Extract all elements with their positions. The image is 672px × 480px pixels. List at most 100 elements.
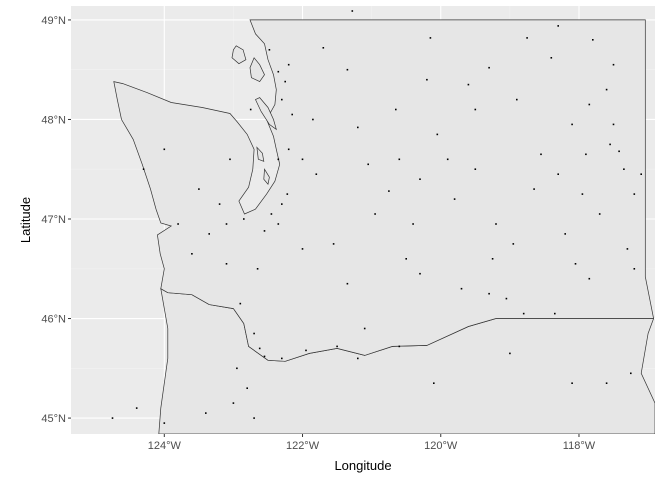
data-point [436,133,439,136]
data-point [177,223,179,225]
data-point [301,158,304,161]
data-point [588,103,591,106]
island-polygon [256,146,265,162]
data-point [315,173,318,175]
data-point [281,203,283,205]
x-axis: 124°W 122°W 120°W 118°W [148,434,596,452]
data-point [453,198,456,200]
data-point [336,345,338,348]
data-point [564,233,566,235]
data-point [581,193,584,195]
data-point [446,158,449,161]
data-point [163,148,166,151]
data-point [135,407,138,409]
data-point [509,352,511,355]
data-point [346,68,349,71]
data-point [495,223,497,225]
y-tick-label: 48°N [41,114,66,126]
data-point [249,108,252,111]
y-tick-label: 49°N [41,15,66,27]
data-point [571,123,573,126]
data-point [374,213,376,215]
data-point [218,203,221,205]
data-point [281,98,283,101]
data-point [609,143,611,146]
data-point [460,287,463,290]
data-point [585,153,587,156]
data-point [142,168,145,170]
y-tick-label: 47°N [41,214,66,226]
data-point [281,357,283,360]
data-point [491,258,494,260]
map-features [113,19,655,434]
data-point [357,126,359,129]
island-polygon [231,45,247,65]
data-point [398,158,401,161]
data-point [588,277,591,280]
data-point [225,223,228,225]
data-point [488,292,490,295]
data-point [277,70,280,73]
data-point [488,66,490,69]
y-tick-label: 46°N [41,314,66,326]
data-point [229,158,231,161]
data-point [550,57,553,59]
data-point [367,163,369,166]
data-point [225,263,228,265]
data-point [208,233,210,235]
data-point [467,83,470,86]
data-point [163,422,166,424]
data-point [429,37,432,39]
data-point [571,382,573,384]
data-point [312,118,314,121]
data-point [305,349,307,352]
data-point [357,357,359,360]
data-point [605,88,608,91]
data-point [505,297,508,300]
data-point [419,272,421,275]
data-point [618,150,620,153]
data-point [388,190,390,192]
data-point [630,372,632,375]
data-point [363,327,366,330]
x-tick-label: 122°W [286,440,320,452]
data-point [526,37,528,39]
data-point [516,98,518,101]
washington-polygon [113,19,655,362]
data-point [474,168,477,170]
island-polygon [255,97,277,131]
data-point [592,39,594,41]
data-point [426,78,428,81]
data-point [322,47,325,49]
data-points [111,10,642,424]
data-point [433,382,435,384]
data-point [287,63,290,66]
data-point [277,223,280,225]
data-point [640,173,642,175]
data-point [398,345,401,348]
data-point [522,312,525,315]
data-point [191,253,193,255]
data-point [277,158,280,161]
data-point [598,213,601,215]
data-point [111,417,114,419]
data-point [633,193,636,195]
data-point [605,382,608,384]
data-point [332,243,335,245]
data-point [258,347,261,350]
data-point [243,218,245,220]
data-point [291,113,293,116]
y-tick-label: 45°N [41,413,66,425]
island-polygon [249,57,265,83]
data-point [286,193,289,195]
x-tick-label: 118°W [563,440,596,452]
data-point [246,387,248,389]
x-axis-title: Longitude [334,458,391,473]
data-point [268,49,271,51]
data-point [205,412,207,414]
data-point [419,178,421,180]
data-point [253,332,255,335]
data-point [284,80,286,83]
data-point [351,10,354,12]
